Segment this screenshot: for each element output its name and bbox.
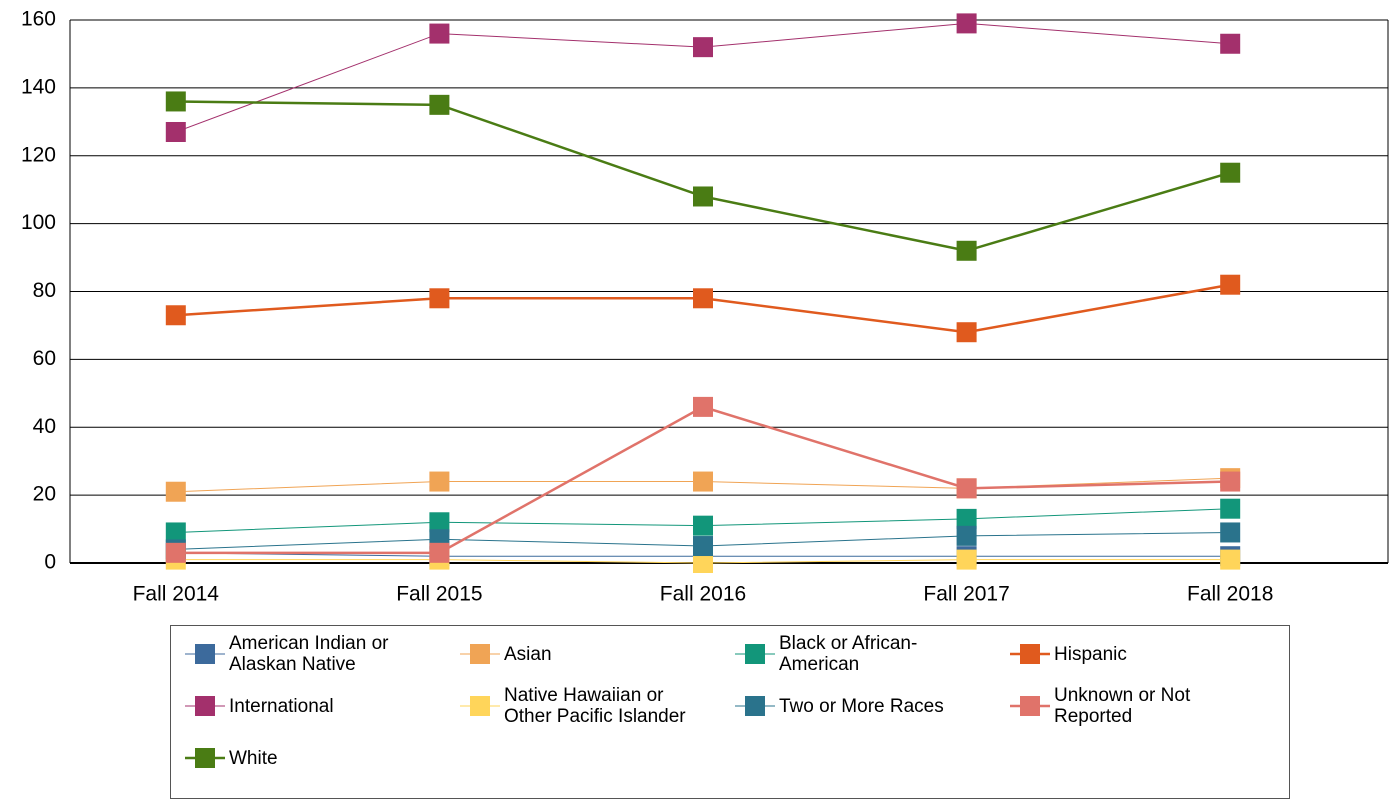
marker — [1220, 274, 1241, 295]
legend-icon — [185, 748, 225, 768]
marker — [693, 553, 713, 573]
legend-item: Hispanic — [1010, 634, 1254, 674]
plot: 0 20 40 60 80 100 120 140 160 Fall 2014 Fall 2015 F… — [21, 8, 1389, 606]
marker — [429, 471, 450, 492]
marker — [165, 542, 186, 563]
legend-icon — [735, 644, 775, 664]
marker — [165, 121, 186, 142]
legend-icon — [185, 644, 225, 664]
marker — [429, 23, 450, 44]
marker — [429, 542, 450, 563]
legend-marker — [195, 696, 215, 716]
legend-label: International — [229, 695, 334, 717]
marker — [1220, 522, 1241, 543]
marker — [693, 515, 713, 536]
legend-marker — [745, 644, 765, 664]
y-tick-label: 140 — [21, 75, 56, 98]
legend-label: White — [229, 747, 278, 769]
legend-icon — [1010, 644, 1050, 664]
y-tick-label: 160 — [21, 8, 56, 31]
y-tick-label: 100 — [21, 211, 56, 234]
legend-icon — [460, 644, 500, 664]
y-tick-label: 0 — [44, 551, 56, 574]
marker — [165, 522, 186, 543]
legend-item: Black or African-American — [735, 633, 979, 675]
legend-label: Native Hawaiian or Other Pacific Islande… — [504, 685, 686, 727]
marker — [1220, 549, 1241, 570]
legend-icon — [460, 696, 500, 716]
legend-marker — [1020, 696, 1040, 716]
y-tick-label: 20 — [33, 483, 56, 506]
x-tick-label: Fall 2017 — [923, 583, 1009, 606]
legend-label: Unknown or Not Reported — [1054, 685, 1191, 727]
y-tick-label: 60 — [33, 347, 56, 370]
legend-item: Unknown or Not Reported — [1010, 685, 1254, 727]
legend-item: American Indian or Alaskan Native — [185, 633, 429, 675]
legend-icon — [1010, 696, 1050, 716]
legend-marker — [745, 696, 765, 716]
legend-marker — [1020, 644, 1040, 664]
marker — [165, 481, 186, 502]
marker — [956, 525, 977, 546]
marker — [1220, 162, 1241, 183]
legend-item: International — [185, 686, 429, 726]
legend-label: Asian — [504, 643, 552, 665]
marker — [693, 288, 713, 309]
y-tick-label: 80 — [33, 279, 56, 302]
legend-marker — [470, 644, 490, 664]
x-tick-label: Fall 2018 — [1187, 583, 1273, 606]
marker — [693, 396, 713, 417]
legend-icon — [185, 696, 225, 716]
legend-item: Asian — [460, 634, 704, 674]
marker — [956, 13, 977, 34]
marker — [429, 288, 450, 309]
marker — [693, 536, 713, 557]
marker — [429, 94, 450, 115]
marker — [1220, 33, 1241, 54]
y-tick-label: 120 — [21, 143, 56, 166]
x-tick-label: Fall 2016 — [660, 583, 746, 606]
marker — [956, 478, 977, 499]
legend-marker — [195, 644, 215, 664]
y-tick-label: 40 — [33, 415, 56, 438]
marker — [693, 471, 713, 492]
legend-label: Hispanic — [1054, 643, 1127, 665]
legend: American Indian or Alaskan Native Asian Bl… — [170, 625, 1290, 799]
legend-item: White — [185, 738, 429, 778]
x-tick-label: Fall 2014 — [133, 583, 220, 606]
marker — [693, 186, 713, 207]
legend-marker — [470, 696, 490, 716]
marker — [1220, 471, 1241, 492]
x-tick-label: Fall 2015 — [396, 583, 482, 606]
legend-item: Native Hawaiian or Other Pacific Islande… — [460, 685, 704, 727]
legend-marker — [195, 748, 215, 768]
legend-label: Black or African-American — [779, 633, 918, 675]
marker — [956, 549, 977, 570]
marker — [956, 508, 977, 529]
legend-item: Two or More Races — [735, 686, 979, 726]
marker — [165, 305, 186, 326]
legend-icon — [735, 696, 775, 716]
marker — [693, 37, 713, 58]
marker — [956, 322, 977, 343]
series-line — [175, 100, 1231, 253]
legend-label: American Indian or Alaskan Native — [229, 633, 389, 675]
marker — [165, 91, 186, 112]
marker — [956, 240, 977, 261]
marker — [1220, 498, 1241, 519]
legend-label: Two or More Races — [779, 695, 944, 717]
marker — [429, 512, 450, 533]
